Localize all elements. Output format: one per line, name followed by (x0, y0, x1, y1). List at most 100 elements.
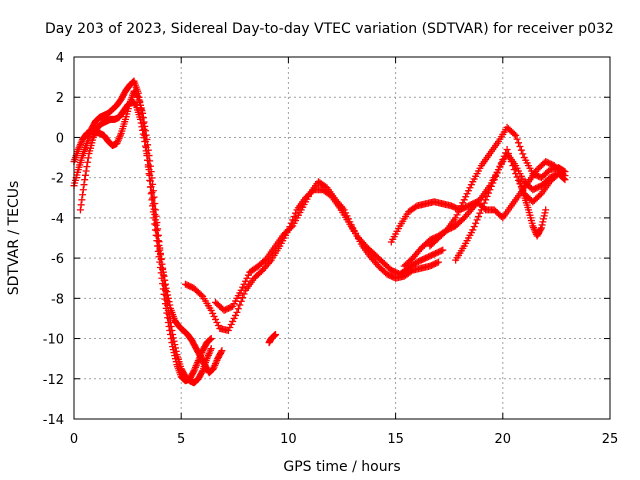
data-point-fill (457, 202, 465, 210)
data-point-fill (515, 176, 523, 184)
data-point (149, 200, 157, 208)
data-point (434, 258, 442, 266)
data-point-fill (347, 221, 355, 229)
data-point-fill (163, 288, 171, 296)
data-point-fill (459, 199, 467, 207)
plot-frame (73, 56, 611, 420)
data-point-fill (236, 301, 244, 309)
data-point-fill (266, 258, 274, 266)
data-point-fill (116, 133, 124, 141)
data-point-fill (192, 362, 200, 370)
data-point-fill (510, 130, 518, 138)
data-point-fill (149, 194, 157, 202)
data-point-fill (159, 268, 167, 276)
y-tick-label: 4 (56, 51, 64, 66)
x-tick-label: 10 (280, 432, 297, 447)
data-point (74, 146, 82, 154)
data-point-fill (75, 144, 83, 152)
data-point (190, 367, 198, 375)
data-point (145, 166, 153, 174)
data-point-fill (139, 126, 147, 134)
data-point-fill (240, 280, 248, 288)
data-point (203, 355, 211, 363)
chart-title: Day 203 of 2023, Sidereal Day-to-day VTE… (45, 21, 614, 37)
data-point-fill (492, 172, 500, 180)
data-point-fill (114, 138, 122, 146)
data-point-fill (212, 360, 220, 368)
data-point-fill (343, 212, 351, 220)
axis-ticks: 0 5 10 15 20 25 -14 -12 -10 -8 -6 -4 -2 0 2 4 (43, 51, 619, 447)
series-track-2 (70, 87, 215, 387)
data-point-fill (482, 196, 490, 204)
x-tick-label: 20 (495, 432, 512, 447)
data-point (113, 139, 121, 147)
data-point-fill (77, 201, 85, 209)
y-tick-label: -14 (43, 413, 64, 428)
data-point-fill (453, 211, 461, 219)
data-point-fill (157, 255, 165, 263)
data-point-fill (483, 192, 491, 200)
data-point-fill (91, 128, 99, 136)
y-tick-label: 2 (56, 91, 64, 106)
y-tick-label: -2 (51, 172, 64, 187)
data-point-fill (140, 134, 148, 142)
data-point-fill (507, 158, 515, 166)
data-point (340, 206, 348, 214)
data-point-fill (165, 298, 173, 306)
data-point (272, 331, 280, 339)
data-point-fill (156, 246, 164, 254)
data-point-fill (171, 341, 179, 349)
data-point-fill (519, 150, 527, 158)
data-point (154, 232, 162, 240)
data-point-fill (537, 225, 545, 233)
data-point (529, 222, 537, 230)
data-point-fill (79, 191, 87, 199)
data-point-fill (493, 169, 501, 177)
data-point-fill (560, 175, 568, 183)
data-point-fill (499, 156, 507, 164)
data-point-fill (198, 368, 206, 376)
data-point-fill (472, 219, 480, 227)
series-track-5 (212, 178, 442, 314)
series-track-8 (452, 146, 569, 264)
data-point-fill (505, 150, 513, 158)
data-point-fill (346, 218, 354, 226)
data-point-fill (234, 305, 242, 313)
data-point-fill (138, 123, 146, 131)
data-point (439, 246, 447, 254)
data-point-fill (213, 356, 221, 364)
data-point (207, 335, 215, 343)
data-point-fill (476, 209, 484, 217)
data-point-fill (77, 139, 85, 147)
data-point-fill (473, 216, 481, 224)
y-tick-label: -8 (51, 292, 64, 307)
data-point-fill (437, 247, 445, 255)
data-point-fill (152, 212, 160, 220)
data-point-fill (487, 182, 495, 190)
data-point (561, 176, 569, 184)
data-point-fill (510, 166, 518, 174)
data-point-fill (204, 353, 212, 361)
data-point-fill (485, 189, 493, 197)
data-point-fill (205, 350, 213, 358)
data-point-fill (516, 142, 524, 150)
data-point-fill (213, 318, 221, 326)
data-point (169, 331, 177, 339)
x-tick-label: 5 (177, 432, 185, 447)
data-point-fill (148, 188, 156, 196)
data-point-fill (191, 363, 199, 371)
data-point-fill (79, 186, 87, 194)
series-track-9 (426, 123, 569, 250)
y-tick-label: 0 (56, 131, 64, 146)
data-point-fill (166, 301, 174, 309)
data-point (460, 196, 468, 204)
data-point-fill (151, 216, 159, 224)
data-point-fill (463, 190, 471, 198)
data-point (209, 365, 217, 373)
data-point-fill (146, 177, 154, 185)
data-point-fill (156, 251, 164, 259)
data-point (503, 146, 511, 154)
data-point-fill (240, 290, 248, 298)
data-point-fill (134, 92, 142, 100)
data-point-fill (513, 173, 521, 181)
